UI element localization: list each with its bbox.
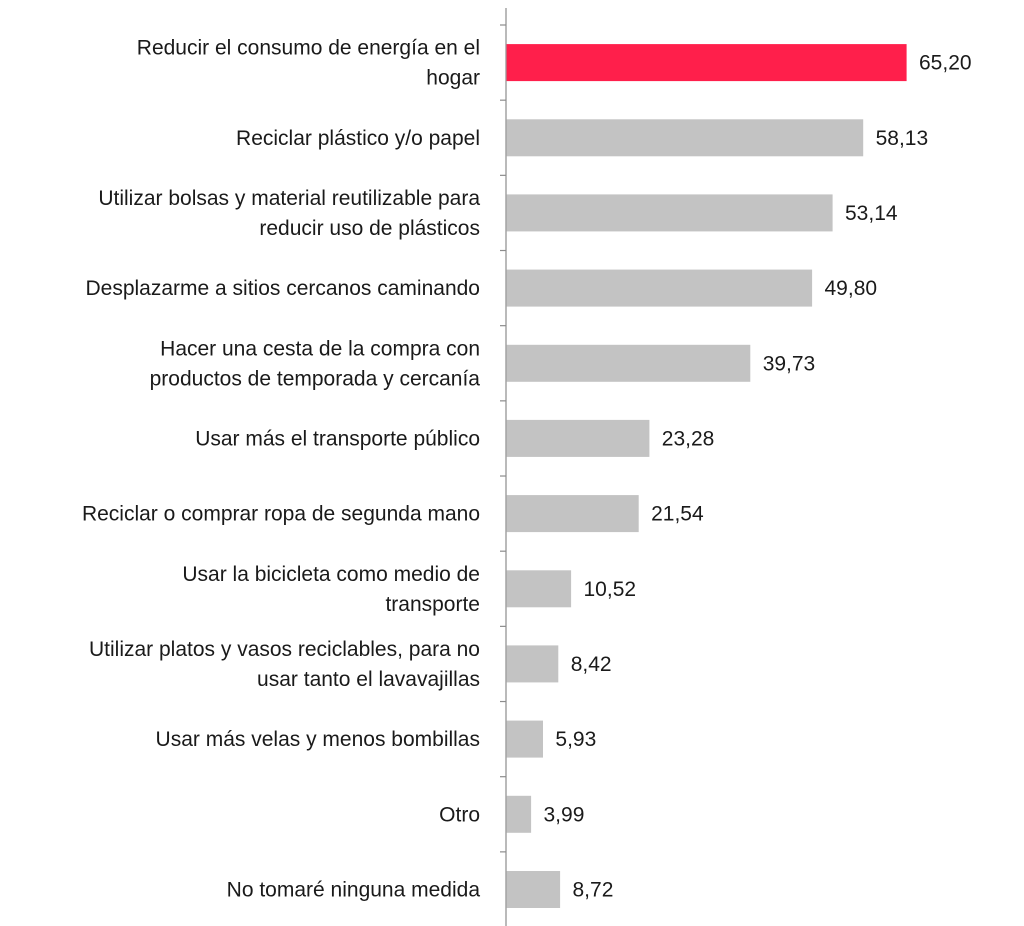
category-label: Usar más el transporte público	[195, 427, 480, 450]
category-label: Usar más velas y menos bombillas	[156, 728, 480, 751]
category-label: Usar la bicicleta como medio de	[182, 563, 480, 586]
category-label: Utilizar bolsas y material reutilizable …	[98, 187, 480, 210]
category-label: Desplazarme a sitios cercanos caminando	[85, 277, 480, 300]
bar	[506, 871, 561, 908]
category-label: Reciclar o comprar ropa de segunda mano	[82, 503, 480, 526]
category-label: transporte	[385, 593, 480, 616]
category-label: Hacer una cesta de la compra con	[160, 337, 480, 360]
bar	[506, 194, 833, 232]
data-label: 49,80	[825, 277, 878, 300]
data-label: 65,20	[919, 52, 972, 75]
data-label: 8,42	[571, 653, 612, 676]
axis-layer	[500, 8, 507, 926]
data-label: 3,99	[544, 803, 585, 826]
data-label: 5,93	[555, 728, 596, 751]
category-label: productos de temporada y cercanía	[150, 367, 481, 390]
category-label: Utilizar platos y vasos reciclables, par…	[89, 638, 480, 661]
bar	[506, 495, 639, 533]
bar	[506, 795, 532, 833]
category-label: No tomaré ninguna medida	[227, 879, 481, 902]
category-label: Reciclar plástico y/o papel	[236, 127, 480, 150]
bar	[506, 419, 650, 457]
data-label: 58,13	[876, 127, 929, 150]
category-label: Otro	[439, 803, 480, 826]
category-label: reducir uso de plásticos	[259, 217, 480, 240]
bar	[506, 570, 572, 608]
category-label: Reducir el consumo de energía en el	[137, 37, 480, 60]
category-label: hogar	[426, 67, 480, 90]
category-label: usar tanto el lavavajillas	[257, 668, 480, 691]
bar	[506, 720, 543, 758]
data-label: 8,72	[573, 879, 614, 902]
data-label: 10,52	[584, 578, 637, 601]
bar	[506, 344, 751, 382]
data-label: 21,54	[651, 503, 704, 526]
bar	[506, 269, 813, 307]
data-label: 53,14	[845, 202, 898, 225]
labels-layer: 65,20 Reducir el consumo de energía en el…	[82, 37, 972, 902]
data-label: 23,28	[662, 427, 715, 450]
bar	[506, 119, 864, 157]
data-label: 39,73	[763, 352, 816, 375]
bars-layer	[506, 44, 907, 908]
bar	[506, 44, 907, 82]
bar	[506, 645, 559, 683]
